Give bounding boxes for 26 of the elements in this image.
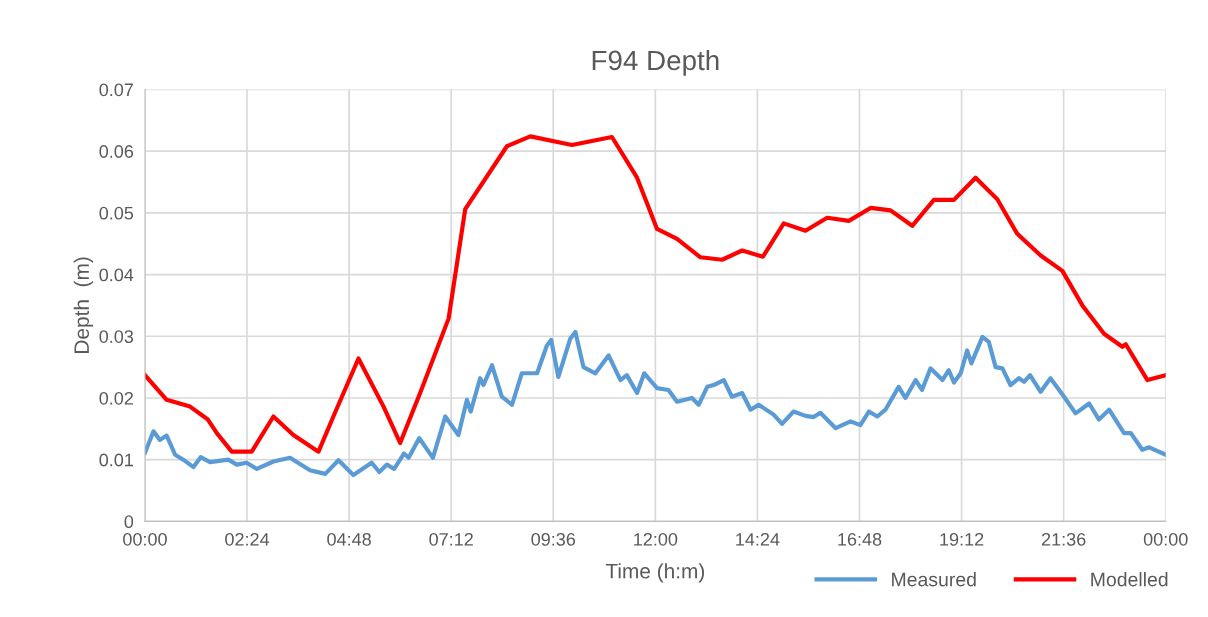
line-series	[144, 329, 1166, 478]
x-tick-label: 16:48	[838, 532, 882, 546]
x-tick-label: 07:12	[429, 532, 473, 546]
x-axis-title: Time (h:m)	[605, 563, 704, 583]
y-axis-title: Depth (m)	[73, 257, 94, 353]
legend-label: Measured	[892, 572, 976, 587]
x-tick-label: 21:36	[1041, 532, 1086, 546]
x-tick-label: 19:12	[940, 532, 984, 546]
x-tick-label: 00:00	[1143, 532, 1188, 546]
line-series	[144, 134, 1166, 454]
x-tick-label: 14:24	[736, 532, 780, 546]
y-tick-label: 0.03	[99, 330, 134, 343]
x-tick-label: 09:36	[531, 532, 576, 546]
y-tick-label: 0.04	[99, 268, 134, 282]
y-tick-label: 0.06	[99, 145, 134, 158]
x-tick-label: 12:00	[634, 532, 678, 546]
y-tick-label: 0.07	[99, 83, 133, 97]
legend-label: Modelled	[1091, 572, 1168, 587]
y-tick-label: 0.05	[99, 206, 134, 220]
x-tick-label: 02:24	[225, 532, 270, 546]
y-tick-label: 0.02	[99, 391, 133, 405]
x-tick-label: 00:00	[123, 532, 167, 546]
chart-title: F94 Depth	[592, 49, 719, 76]
y-tick-label: 0.01	[99, 453, 133, 467]
x-tick-label: 04:48	[327, 532, 371, 546]
y-tick-label: 0	[124, 515, 134, 529]
